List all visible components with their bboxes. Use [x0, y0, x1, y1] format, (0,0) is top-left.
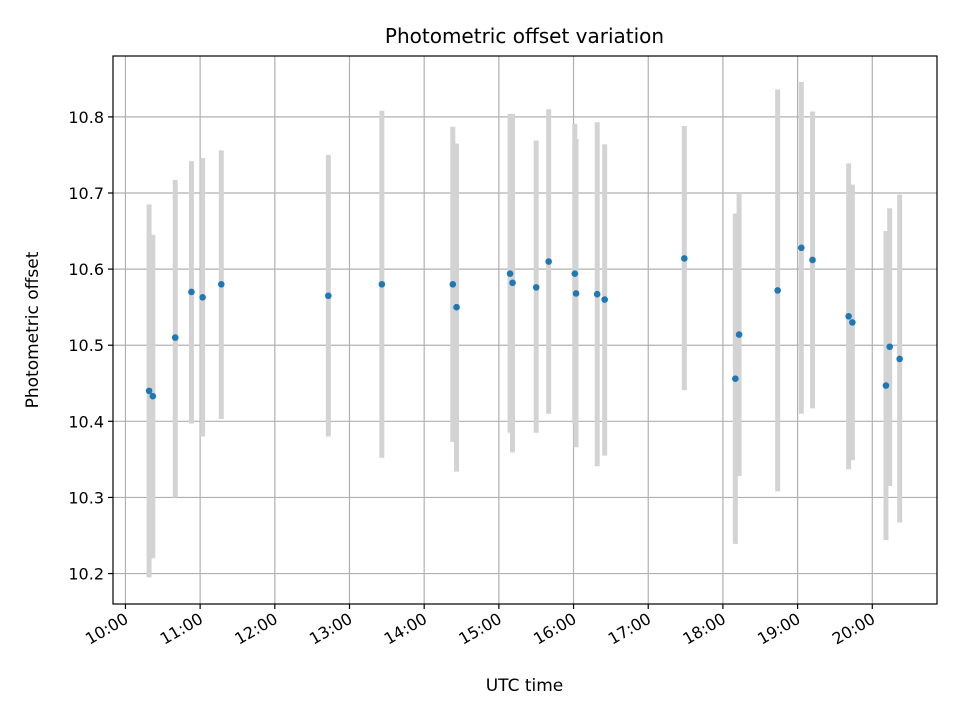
x-tick-label: 17:00	[605, 609, 654, 649]
errorbars	[146, 81, 903, 578]
x-tick-label: 10:00	[82, 609, 131, 649]
y-tick-label: 10.6	[68, 260, 104, 279]
y-tick-label: 10.4	[68, 412, 104, 431]
data-point	[798, 244, 805, 252]
x-tick-label: 15:00	[455, 609, 504, 649]
x-tick-label: 14:00	[381, 609, 430, 649]
data-point	[199, 293, 206, 301]
data-point	[532, 284, 540, 291]
x-tick-label: 13:00	[306, 609, 355, 649]
data-point	[188, 288, 195, 296]
data-point	[149, 392, 157, 400]
x-tick-label: 20:00	[829, 609, 878, 649]
x-axis-ticks: 10:00 11:00 12:00 13:00 14:00 15:00 16:00 17:00…	[82, 604, 878, 649]
y-axis-ticks: 10.2 10.3 10.4 10.5 10.6 10.7 10.8	[68, 108, 113, 584]
data-point	[506, 270, 514, 277]
grid	[113, 56, 937, 604]
x-tick-label: 18:00	[679, 609, 728, 649]
chart-title: Photometric offset variation	[385, 24, 664, 48]
x-tick-label: 19:00	[754, 609, 803, 649]
y-tick-label: 10.2	[68, 565, 104, 584]
data-point	[882, 382, 890, 389]
x-tick-label: 12:00	[231, 609, 280, 649]
y-tick-label: 10.5	[68, 336, 104, 355]
data-point	[896, 355, 903, 363]
x-axis-label: UTC time	[486, 676, 564, 696]
data-point	[849, 319, 856, 326]
data-point	[774, 287, 781, 294]
data-point	[572, 290, 580, 297]
data-point	[593, 290, 601, 298]
data-point	[809, 256, 816, 264]
data-point	[735, 331, 743, 338]
y-tick-label: 10.3	[68, 488, 104, 507]
plot-frame	[112, 55, 938, 605]
y-tick-label: 10.8	[68, 108, 104, 127]
data-point	[378, 281, 386, 288]
data-point	[325, 292, 332, 300]
data-point	[886, 343, 894, 351]
data-point	[571, 270, 579, 277]
data-point	[509, 279, 516, 287]
data-point	[601, 296, 608, 303]
x-tick-label: 11:00	[157, 609, 206, 649]
data-point	[732, 375, 739, 383]
data-points	[145, 244, 903, 400]
data-point	[171, 334, 179, 341]
data-point	[217, 281, 225, 288]
data-point	[545, 258, 552, 265]
y-tick-label: 10.7	[68, 184, 104, 203]
y-axis-label: Photometric offset	[23, 251, 43, 408]
data-point	[453, 303, 460, 311]
data-point	[145, 387, 153, 395]
data-point	[845, 313, 852, 320]
data-point	[449, 281, 457, 288]
x-tick-label: 16:00	[530, 609, 579, 649]
data-point	[681, 255, 688, 262]
